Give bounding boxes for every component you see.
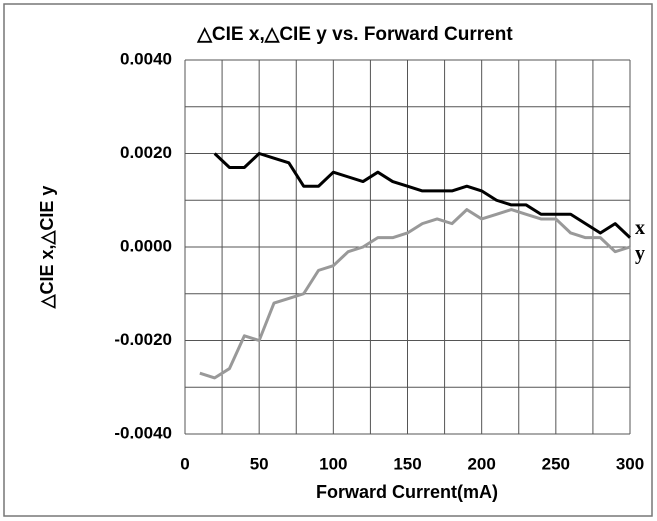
x-tick-label: 250 [542,454,570,473]
y-tick-label: 0.0040 [120,49,172,68]
y-tick-label: 0.0000 [120,236,172,255]
y-axis-label: △CIE x,△CIE y [37,186,57,310]
series-label: x [635,217,645,239]
chart-title: △CIE x,△CIE y vs. Forward Current [196,24,513,45]
y-tick-label: -0.0040 [114,423,172,442]
series-line [213,152,632,239]
y-tick-label: -0.0020 [114,330,172,349]
x-tick-label: 0 [180,454,189,473]
series-label: y [635,243,645,265]
x-tick-label: 50 [250,454,269,473]
x-axis-label: Forward Current(mA) [316,482,498,502]
y-tick-label: 0.0020 [120,143,172,162]
x-tick-label: 300 [616,454,644,473]
chart-frame [3,3,653,517]
x-tick-label: 150 [393,454,421,473]
x-tick-label: 200 [467,454,495,473]
series-line [199,208,631,380]
x-tick-label: 100 [319,454,347,473]
